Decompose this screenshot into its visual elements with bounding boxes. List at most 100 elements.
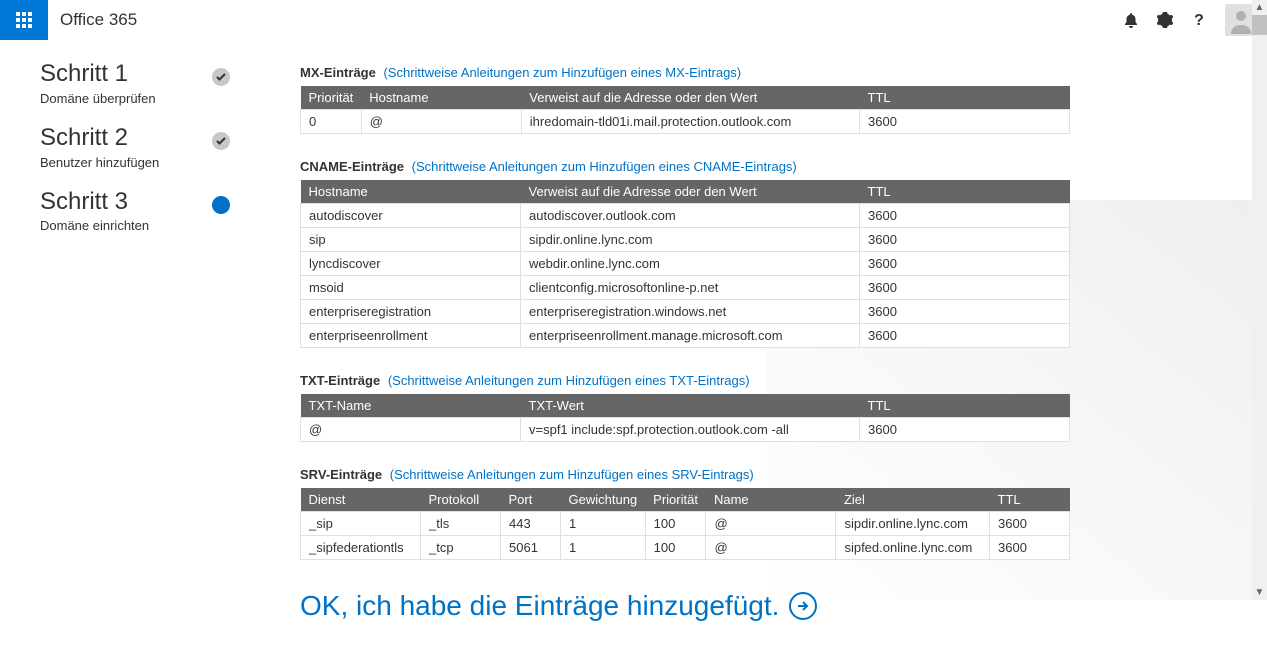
step-3[interactable]: Schritt 3Domäne einrichten	[40, 188, 260, 234]
column-header: Gewichtung	[561, 488, 646, 512]
table-cell: ihredomain-tld01i.mail.protection.outloo…	[521, 110, 859, 134]
table-cell: 3600	[990, 512, 1070, 536]
table-cell: enterpriseregistration.windows.net	[521, 300, 860, 324]
brand-label: Office 365	[60, 10, 137, 30]
table-cell: 3600	[860, 228, 1070, 252]
table-cell: 1	[561, 536, 646, 560]
column-header: TTL	[860, 394, 1070, 418]
column-header: TXT-Name	[301, 394, 521, 418]
scrollbar[interactable]: ▲ ▼	[1252, 0, 1267, 600]
table-cell: 3600	[860, 324, 1070, 348]
table-cell: _tls	[421, 512, 501, 536]
table-cell: enterpriseregistration	[301, 300, 521, 324]
table-cell: @	[706, 512, 836, 536]
table-cell: 100	[645, 536, 706, 560]
column-header: Ziel	[836, 488, 990, 512]
svg-text:?: ?	[1194, 12, 1204, 28]
column-header: TTL	[860, 86, 1070, 110]
table-cell: 3600	[860, 418, 1070, 442]
column-header: Verweist auf die Adresse oder den Wert	[521, 86, 859, 110]
table-cell: sip	[301, 228, 521, 252]
table-cell: @	[706, 536, 836, 560]
app-launcher-button[interactable]	[0, 0, 48, 40]
arrow-right-icon	[789, 592, 817, 620]
scroll-down-icon[interactable]: ▼	[1252, 585, 1267, 600]
sidebar: Schritt 1 Domäne überprüfen Schritt 2 Benut…	[0, 40, 260, 652]
cname-title: CNAME-Einträge	[300, 159, 404, 174]
txt-title: TXT-Einträge	[300, 373, 380, 388]
table-cell: webdir.online.lync.com	[521, 252, 860, 276]
confirm-label: OK, ich habe die Einträge hinzugefügt.	[300, 590, 779, 622]
table-cell: 3600	[860, 110, 1070, 134]
table-cell: 3600	[990, 536, 1070, 560]
mx-help-link[interactable]: (Schrittweise Anleitungen zum Hinzufügen…	[383, 65, 741, 80]
srv-table: DienstProtokollPortGewichtungPrioritätNa…	[300, 488, 1070, 560]
column-header: Port	[501, 488, 561, 512]
notifications-icon[interactable]	[1123, 12, 1139, 28]
table-cell: 1	[561, 512, 646, 536]
table-row: enterpriseenrollmententerpriseenrollment…	[301, 324, 1070, 348]
table-cell: sipfed.online.lync.com	[836, 536, 990, 560]
srv-title: SRV-Einträge	[300, 467, 382, 482]
column-header: Priorität	[301, 86, 362, 110]
step-2[interactable]: Schritt 2 Benutzer hinzufügen	[40, 124, 260, 170]
table-cell: 3600	[860, 204, 1070, 228]
table-row: enterpriseregistrationenterpriseregistra…	[301, 300, 1070, 324]
srv-help-link[interactable]: (Schrittweise Anleitungen zum Hinzufügen…	[390, 467, 754, 482]
mx-table: PrioritätHostnameVerweist auf die Adress…	[300, 86, 1070, 134]
help-icon[interactable]: ?	[1191, 12, 1207, 28]
column-header: Name	[706, 488, 836, 512]
table-cell: 3600	[860, 276, 1070, 300]
gear-icon[interactable]	[1157, 12, 1173, 28]
step-subtitle: Domäne einrichten	[40, 218, 149, 233]
mx-section: MX-Einträge (Schrittweise Anleitungen zu…	[300, 65, 1070, 134]
table-cell: enterpriseenrollment	[301, 324, 521, 348]
step-title: Schritt 3	[40, 188, 149, 217]
check-done-icon	[212, 132, 230, 150]
table-row: lyncdiscoverwebdir.online.lync.com3600	[301, 252, 1070, 276]
step-1[interactable]: Schritt 1 Domäne überprüfen	[40, 60, 260, 106]
waffle-icon	[16, 12, 32, 28]
table-cell: autodiscover.outlook.com	[521, 204, 860, 228]
topbar: Office 365 ?	[0, 0, 1267, 40]
table-cell: 443	[501, 512, 561, 536]
table-cell: @	[361, 110, 521, 134]
table-row: sipsipdir.online.lync.com3600	[301, 228, 1070, 252]
step-title: Schritt 1	[40, 60, 156, 89]
table-cell: sipdir.online.lync.com	[836, 512, 990, 536]
table-row: _sip_tls4431100@sipdir.online.lync.com36…	[301, 512, 1070, 536]
scroll-up-icon[interactable]: ▲	[1252, 0, 1267, 15]
table-cell: v=spf1 include:spf.protection.outlook.co…	[521, 418, 860, 442]
table-cell: sipdir.online.lync.com	[521, 228, 860, 252]
table-cell: enterpriseenrollment.manage.microsoft.co…	[521, 324, 860, 348]
txt-section: TXT-Einträge (Schrittweise Anleitungen z…	[300, 373, 1070, 442]
column-header: Dienst	[301, 488, 421, 512]
table-row: msoidclientconfig.microsoftonline-p.net3…	[301, 276, 1070, 300]
scrollbar-thumb[interactable]	[1252, 15, 1267, 35]
current-step-icon	[212, 196, 230, 214]
column-header: TXT-Wert	[521, 394, 860, 418]
cname-table: HostnameVerweist auf die Adresse oder de…	[300, 180, 1070, 348]
txt-help-link[interactable]: (Schrittweise Anleitungen zum Hinzufügen…	[388, 373, 750, 388]
cname-section: CNAME-Einträge (Schrittweise Anleitungen…	[300, 159, 1070, 348]
table-cell: 3600	[860, 252, 1070, 276]
table-cell: @	[301, 418, 521, 442]
column-header: Verweist auf die Adresse oder den Wert	[521, 180, 860, 204]
table-cell: autodiscover	[301, 204, 521, 228]
srv-section: SRV-Einträge (Schrittweise Anleitungen z…	[300, 467, 1070, 560]
table-cell: _sipfederationtls	[301, 536, 421, 560]
content-area: MX-Einträge (Schrittweise Anleitungen zu…	[260, 40, 1110, 652]
confirm-button[interactable]: OK, ich habe die Einträge hinzugefügt.	[300, 590, 1070, 622]
step-subtitle: Benutzer hinzufügen	[40, 155, 159, 170]
column-header: Hostname	[301, 180, 521, 204]
cname-help-link[interactable]: (Schrittweise Anleitungen zum Hinzufügen…	[412, 159, 797, 174]
table-row: autodiscoverautodiscover.outlook.com3600	[301, 204, 1070, 228]
table-cell: 100	[645, 512, 706, 536]
step-subtitle: Domäne überprüfen	[40, 91, 156, 106]
column-header: Hostname	[361, 86, 521, 110]
table-cell: 3600	[860, 300, 1070, 324]
table-row: @v=spf1 include:spf.protection.outlook.c…	[301, 418, 1070, 442]
column-header: TTL	[860, 180, 1070, 204]
table-cell: msoid	[301, 276, 521, 300]
step-title: Schritt 2	[40, 124, 159, 153]
